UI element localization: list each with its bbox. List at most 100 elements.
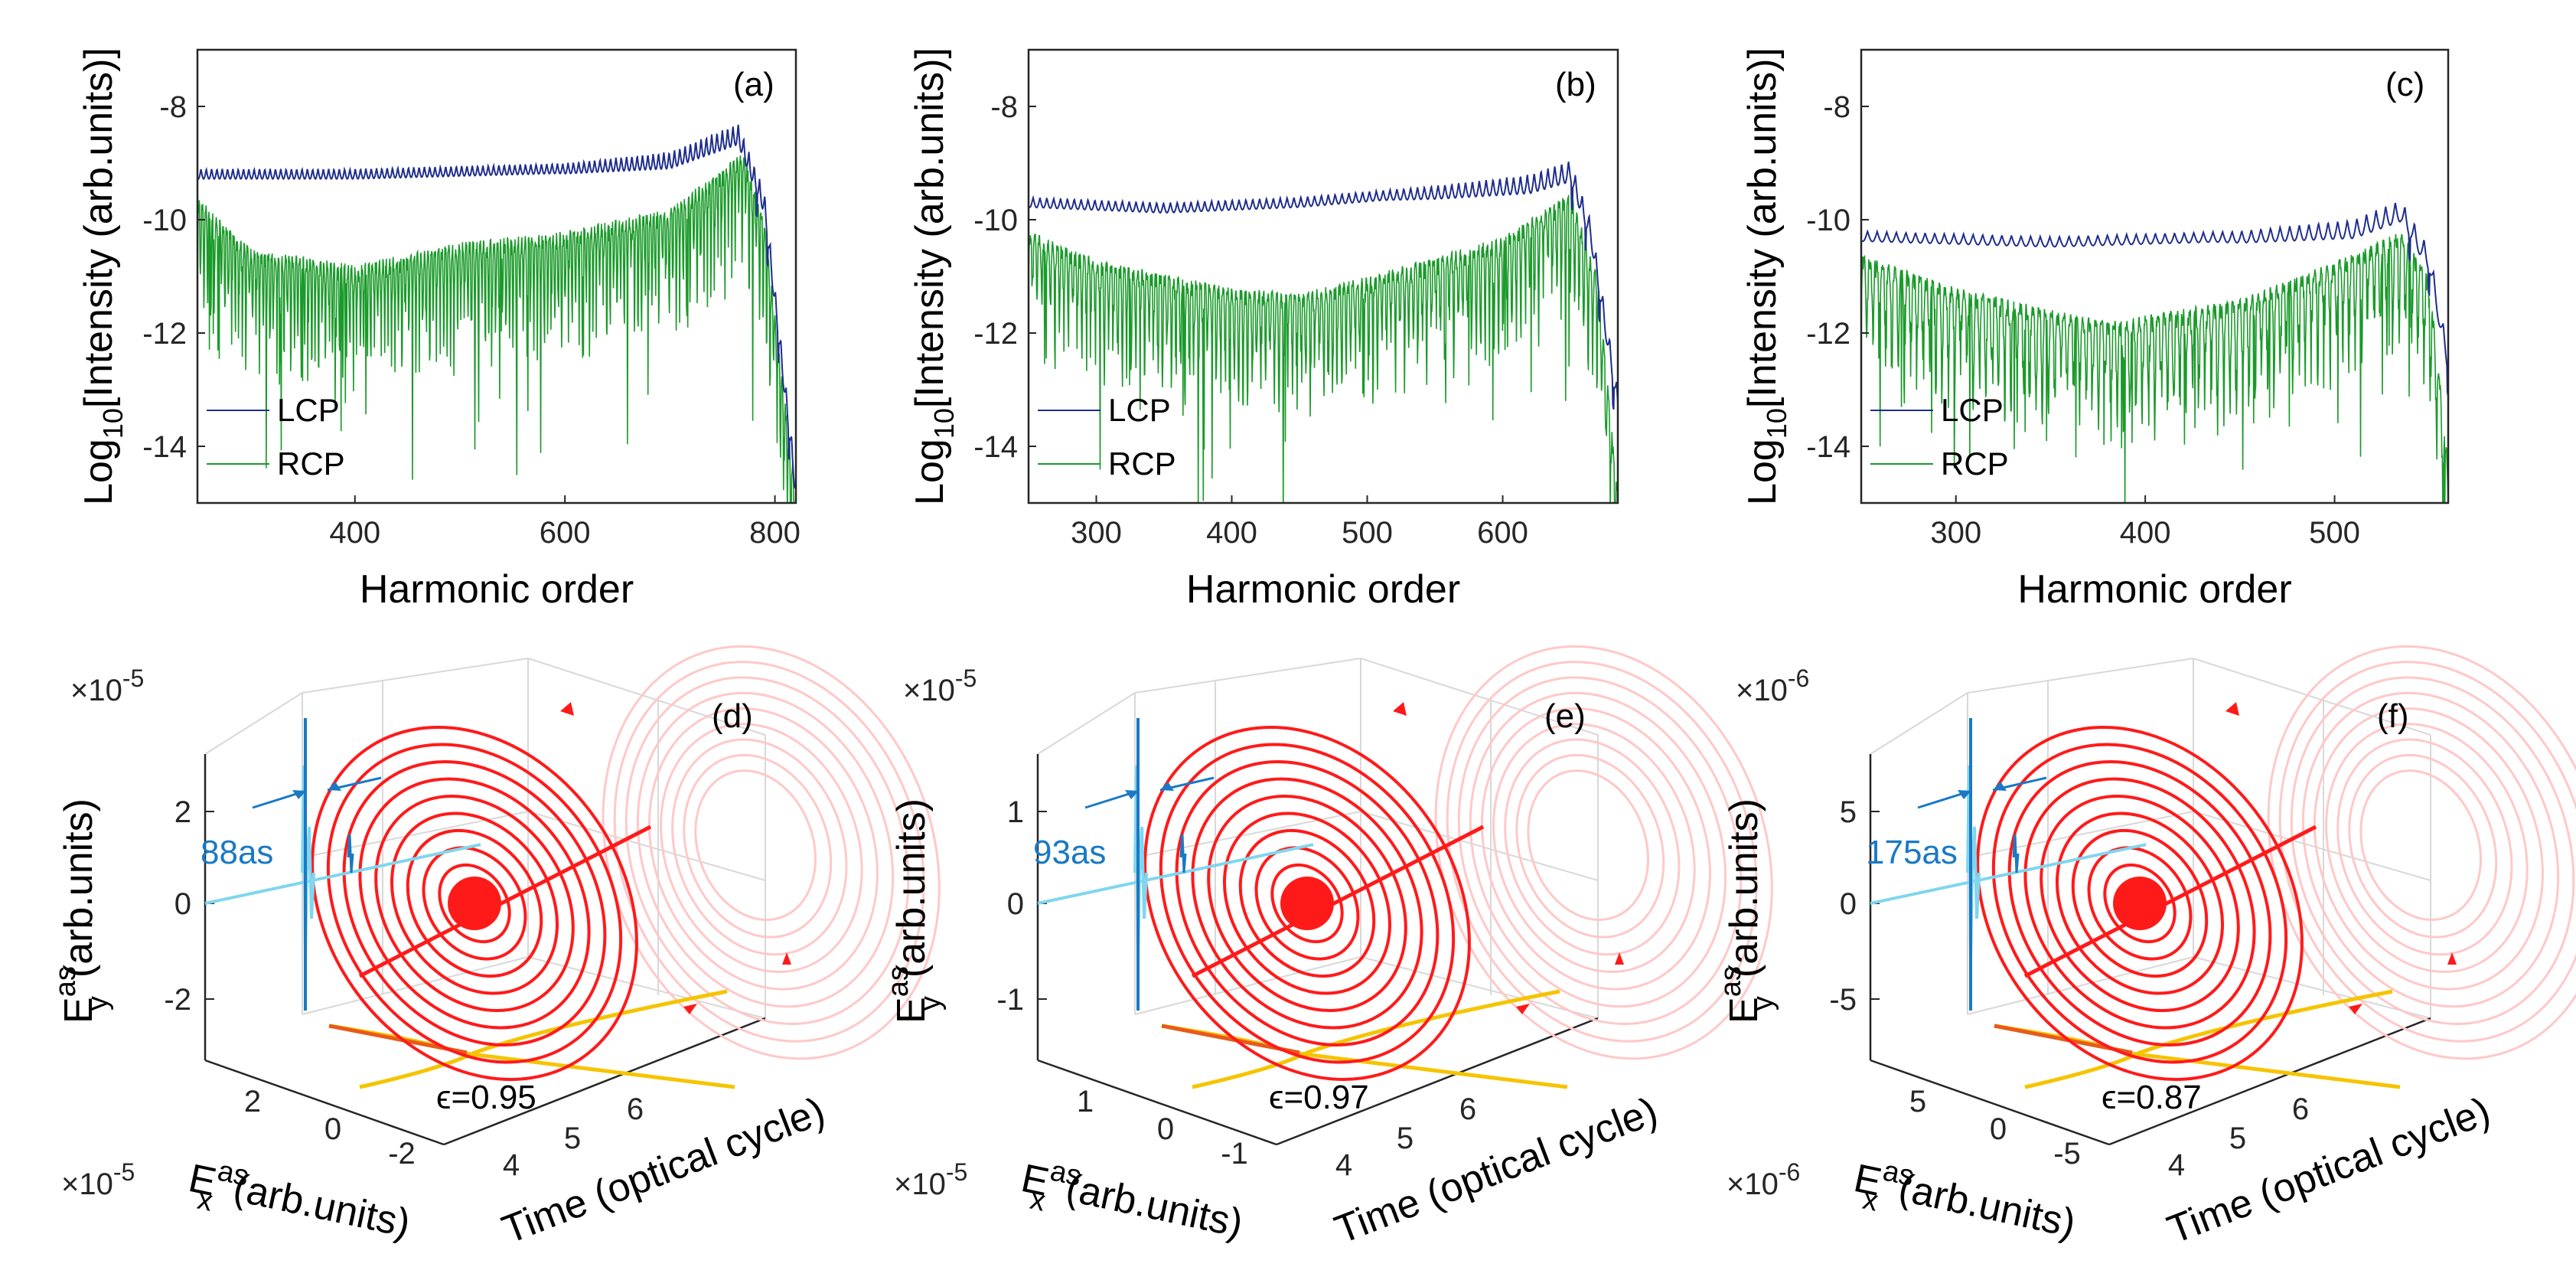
projection-spiral-ring: [694, 769, 817, 921]
x-scale-factor: ×10-5: [894, 1158, 967, 1201]
polarization-spiral-ring: [311, 726, 638, 1081]
projection-spiral-ring: [2313, 707, 2544, 991]
grid-box-edge: [1360, 658, 1599, 736]
series-line-lcp: [1861, 202, 2448, 397]
spiral-axis-line: [358, 825, 652, 978]
y-tick-label: 2: [174, 795, 191, 829]
grid-box-edge: [527, 811, 766, 881]
ey-units: (arb.units): [1722, 798, 1766, 978]
time-tick-label: 6: [1459, 1092, 1476, 1126]
legend-label-lcp: LCP: [1108, 392, 1171, 428]
y-tick-label: 0: [1007, 887, 1024, 921]
y-tick-label: -10: [142, 204, 187, 237]
time-axis-line: [2108, 1017, 2431, 1146]
direction-arrow: [560, 702, 574, 716]
polarization-spiral-ring: [1270, 863, 1344, 944]
x-scale-base: ×10: [1727, 1167, 1779, 1201]
grid-box-edge: [2193, 658, 2431, 736]
polarization-spiral-ring: [2023, 777, 2256, 1030]
panel-e: 10-110-1 456×10-5×10-5Easy(arb.units)Easx…: [882, 645, 1773, 1252]
y-tick-label: -10: [1806, 204, 1850, 237]
y-tick-label: -12: [973, 317, 1018, 351]
x-axis-line: [204, 1059, 445, 1146]
projection-spiral-ring: [1492, 723, 1696, 973]
y-tick-label: -8: [1823, 90, 1850, 124]
fwhm-arrowhead: [1958, 790, 1971, 799]
y-label-rest: [Intensity (arb.units)]: [77, 47, 121, 408]
projection-spiral-ring: [671, 738, 848, 956]
grid-box-edge: [1360, 811, 1599, 881]
xy-projection-curve: [1192, 989, 1560, 1089]
polarization-spiral-ring: [326, 743, 623, 1064]
direction-arrow: [1516, 1004, 1530, 1014]
panel-label: (c): [2385, 66, 2424, 103]
y-label-rest: [Intensity (arb.units)]: [1740, 47, 1785, 408]
series-line-rcp: [197, 155, 796, 503]
spiral-core: [2113, 877, 2167, 930]
projection-spiral-ring: [602, 645, 941, 1060]
polarization-spiral-ring: [1238, 828, 1376, 978]
polarization-spiral-ring: [2055, 811, 2225, 995]
projection-spiral-ring: [1434, 645, 1773, 1060]
projection-spiral-ring: [2301, 691, 2560, 1008]
x-tick-label: 400: [329, 516, 380, 550]
y-tick-label: -1: [996, 983, 1024, 1017]
direction-arrow: [1393, 702, 1407, 716]
panel-f: 50-550-5 456×10-6×10-6Easy(arb.units)Easx…: [1715, 645, 2576, 1252]
grid-box-edge: [1967, 811, 2194, 858]
polarization-spiral-ring: [342, 760, 607, 1047]
time-tick-label: 4: [1335, 1148, 1352, 1182]
y-tick-label: -5: [1829, 983, 1857, 1017]
pulse-baseline: [1870, 843, 2147, 905]
y-label-log: Log: [1740, 439, 1785, 505]
x-tick-label: 5: [1909, 1085, 1926, 1118]
grid-box-edge: [1360, 956, 1599, 1019]
projection-spiral-ring: [2348, 753, 2498, 939]
polarization-spiral-ring: [358, 777, 591, 1030]
projection-spiral-ring: [2278, 661, 2576, 1043]
ey-sub: y: [82, 996, 114, 1011]
legend-label-rcp: RCP: [1108, 446, 1176, 482]
projection-spiral-ring: [1515, 753, 1665, 939]
x-scale-exp: -6: [1779, 1158, 1800, 1186]
xy-projection-curve: [2024, 989, 2393, 1089]
projection-spiral-ring: [624, 676, 910, 1025]
fwhm-arrowhead: [1160, 782, 1174, 791]
y-label-log: Log: [77, 439, 121, 505]
x-scale-factor: ×10-6: [1727, 1158, 1800, 1201]
spiral-axis-line: [2023, 825, 2317, 978]
projection-spiral-ring: [683, 753, 833, 939]
y-scale-exp: -6: [1788, 665, 1809, 692]
time-tick-label: 4: [2168, 1148, 2185, 1182]
projection-spiral-ring: [2359, 769, 2483, 921]
panel-label: (a): [733, 66, 774, 103]
pulse-duration-label: 175as: [1866, 834, 1958, 871]
grid-box-edge: [527, 956, 766, 1019]
x-axis-label: Harmonic order: [2017, 567, 2291, 612]
plot-frame: [1860, 48, 2450, 505]
series-line-lcp: [1029, 162, 1618, 410]
y-tick-label: -8: [990, 90, 1018, 124]
ex-units: (arb.units): [1895, 1165, 2079, 1246]
y-axis-label: Log10[Intensity (arb.units)]: [1740, 47, 1792, 505]
polarization-spiral-ring: [1991, 743, 2288, 1064]
series-line-rcp: [1861, 233, 2448, 503]
pulse-duration-label: 88as: [201, 834, 273, 871]
grid-box-edge: [1134, 658, 1361, 694]
x-tick-label: 1: [1077, 1085, 1094, 1118]
legend-label-rcp: RCP: [277, 446, 345, 482]
ey-units: (arb.units): [57, 798, 101, 978]
direction-arrow: [2447, 952, 2457, 965]
panel-label: (f): [2377, 697, 2409, 735]
ey-sup: as: [882, 966, 915, 997]
plot-frame: [1027, 48, 1619, 505]
y-tick-label: -10: [973, 204, 1018, 237]
direction-arrow: [1615, 952, 1624, 965]
panel-b: -8 -10 -12 -14 300 400 500 600 Harmonic order Log…: [908, 47, 1619, 612]
y-tick-label: 0: [174, 887, 191, 921]
y-tick-label: -14: [973, 430, 1018, 464]
ex-axis-label: Easx (arb.units): [182, 1149, 416, 1259]
y-label-rest: [Intensity (arb.units)]: [908, 47, 952, 408]
x-tick-label: 2: [244, 1085, 261, 1118]
x-tick-label: 500: [1342, 516, 1393, 550]
